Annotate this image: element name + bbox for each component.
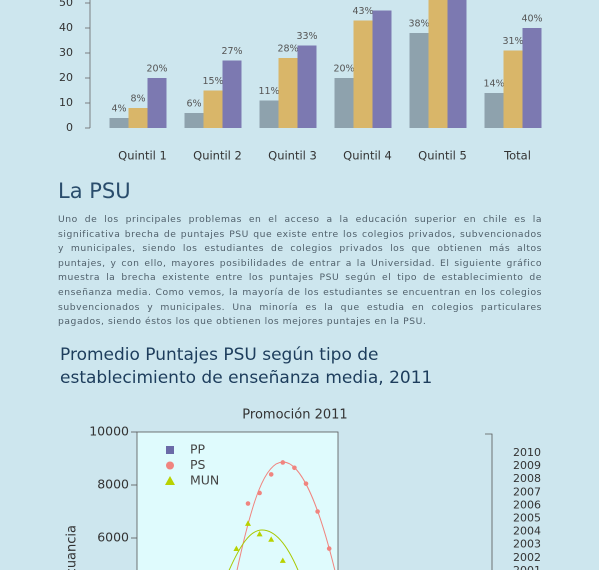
x-tick-label: Quintil 2	[193, 149, 242, 163]
value-label: 40%	[521, 14, 542, 25]
value-label: 33%	[296, 31, 317, 42]
section-heading: La PSU	[58, 179, 131, 203]
point	[245, 520, 251, 526]
legend-marker	[165, 476, 175, 485]
y-tick-label: 8000	[97, 477, 129, 492]
x-tick-label: Quintil 3	[268, 149, 317, 163]
point	[268, 472, 274, 477]
point	[315, 509, 320, 514]
bar-chart: 0 10 20 30 40 50 Quintil 1 4% 8% 20% Quintil 2 6% 15…	[59, 0, 543, 163]
value-label: 4%	[111, 104, 126, 115]
bar	[409, 33, 429, 128]
legend-label: PP	[190, 442, 206, 457]
bar	[484, 93, 504, 128]
year-label: 2005	[513, 512, 541, 525]
point	[326, 546, 332, 551]
x-tick-label: Quintil 1	[118, 149, 167, 163]
point	[268, 536, 275, 542]
value-label: 6%	[186, 99, 201, 110]
year-label: 2006	[513, 498, 541, 511]
point	[245, 501, 251, 506]
point	[233, 545, 240, 551]
value-label: 8%	[130, 94, 145, 105]
value-label: 20%	[146, 64, 167, 75]
value-label: 14%	[483, 79, 504, 90]
chart-title-line: Promedio Puntajes PSU según tipo de	[60, 345, 379, 365]
x-tick-label: Quintil 4	[343, 149, 392, 163]
y-tick-label: 0	[66, 121, 73, 134]
bar	[428, 0, 448, 128]
bar	[353, 20, 373, 128]
bar	[297, 45, 317, 128]
year-label: 2009	[513, 459, 541, 472]
y-tick-label: 10000	[89, 424, 129, 439]
point	[257, 490, 262, 496]
bar	[503, 50, 523, 128]
year-label: 2002	[513, 551, 541, 564]
legend-marker	[166, 446, 174, 454]
year-label: 2003	[513, 538, 541, 551]
bar	[259, 100, 279, 128]
value-label: 27%	[221, 46, 242, 57]
bar	[184, 113, 204, 128]
y-tick-label: 30	[59, 46, 73, 59]
legend-marker	[166, 461, 174, 470]
year-label: 2008	[513, 472, 541, 485]
chart-title: Promedio Puntajes PSU según tipo de estab…	[60, 345, 432, 388]
year-label: 2004	[513, 525, 541, 538]
bar	[334, 78, 354, 128]
bar	[278, 58, 298, 128]
point	[292, 465, 297, 471]
chart-subtitle: Promoción 2011	[242, 408, 347, 423]
plot-area	[136, 431, 339, 570]
x-tick-label: Quintil 5	[418, 149, 467, 163]
fit-curve	[228, 529, 299, 570]
x-tick-label: Total	[503, 149, 531, 163]
point	[279, 557, 286, 563]
y-tick-label: 50	[59, 0, 73, 9]
year-label: 2010	[513, 446, 541, 459]
chart-title-line: establecimiento de enseñanza media, 2011	[60, 368, 432, 388]
legend-label: MUN	[190, 473, 219, 488]
scatter-chart: Promedio Puntajes PSU según tipo de estab…	[60, 345, 541, 570]
y-tick-label: 6000	[97, 530, 129, 545]
y-tick-label: 20	[59, 71, 73, 84]
value-label: 11%	[258, 86, 279, 97]
value-label: 38%	[408, 19, 429, 30]
value-label: 20%	[333, 64, 354, 75]
legend-label: PS	[190, 457, 206, 472]
section-paragraph: Uno de los principales problemas en el a…	[58, 214, 542, 328]
y-axis-label: Frecuancia	[65, 525, 80, 570]
value-label: 43%	[352, 6, 373, 17]
bar	[222, 60, 242, 128]
value-label: 15%	[202, 76, 223, 87]
bracket	[485, 433, 493, 570]
bar	[372, 10, 392, 128]
y-tick-label: 10	[59, 96, 73, 109]
bar	[203, 90, 223, 128]
y-tick-label: 40	[59, 21, 73, 34]
bar	[447, 0, 467, 128]
bar	[128, 108, 148, 128]
year-label: 2001	[513, 564, 541, 570]
point	[303, 481, 309, 486]
point	[256, 531, 263, 537]
bar	[147, 78, 167, 128]
bar	[522, 28, 542, 128]
point	[280, 460, 286, 465]
bar	[109, 118, 129, 128]
year-label: 2007	[513, 485, 541, 498]
value-label: 28%	[277, 44, 298, 55]
value-label: 31%	[502, 36, 523, 47]
